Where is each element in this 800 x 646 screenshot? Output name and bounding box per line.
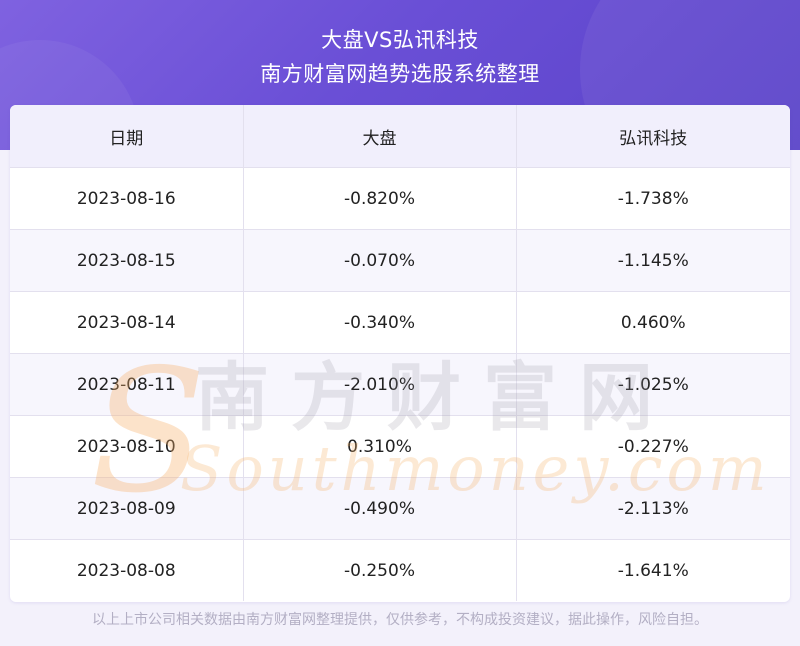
cell-date: 2023-08-09 bbox=[10, 477, 244, 540]
footer-disclaimer: 以上上市公司相关数据由南方财富网整理提供，仅供参考，不构成投资建议，据此操作，风… bbox=[92, 612, 708, 628]
chart-subtitle: 南方财富网趋势选股系统整理 bbox=[260, 62, 540, 86]
cell-date: 2023-08-08 bbox=[10, 539, 244, 601]
cell-date: 2023-08-16 bbox=[10, 167, 244, 230]
cell-date: 2023-08-10 bbox=[10, 415, 244, 478]
cell-stock: -1.641% bbox=[617, 560, 689, 581]
cell-market: -0.820% bbox=[243, 167, 517, 230]
cell-date: 2023-08-14 bbox=[10, 291, 244, 354]
cell-market: -0.070% bbox=[243, 229, 517, 292]
table-row: 2023-08-11 -2.010% -1.025% bbox=[10, 353, 790, 416]
cell-stock: -1.738% bbox=[516, 167, 790, 230]
table-card: 日期 大盘 弘讯科技 2023-08-16 -0.820% -1.738% 2023-… bbox=[10, 105, 790, 602]
table-header-row: 日期 大盘 弘讯科技 bbox=[10, 105, 790, 168]
cell-stock: -2.113% bbox=[516, 477, 790, 540]
table-row: 2023-08-14 -0.340% 0.460% bbox=[10, 291, 790, 354]
table-row: 2023-08-16 -0.820% -1.738% bbox=[10, 167, 790, 230]
header-date: 日期 bbox=[10, 105, 244, 168]
cell-stock: -0.227% bbox=[516, 415, 790, 478]
cell-market: -0.490% bbox=[243, 477, 517, 540]
cell-market: -2.010% bbox=[243, 353, 517, 416]
cell-market: 0.310% bbox=[243, 415, 517, 478]
cell-stock: -1.145% bbox=[516, 229, 790, 292]
table-row: 2023-08-09 -0.490% -2.113% bbox=[10, 477, 790, 540]
table-row: 2023-08-08 -0.250% -1.641% bbox=[10, 539, 790, 601]
header-banner: 大盘VS弘讯科技 南方财富网趋势选股系统整理 bbox=[0, 0, 800, 150]
table-row: 2023-08-10 0.310% -0.227% bbox=[10, 415, 790, 478]
cell-market: -0.340% bbox=[243, 291, 517, 354]
cell-stock: 0.460% bbox=[516, 291, 790, 354]
header-stock: 弘讯科技 bbox=[516, 105, 790, 168]
cell-market: -0.250% bbox=[243, 539, 517, 601]
cell-stock: -1.025% bbox=[516, 353, 790, 416]
header-market: 大盘 bbox=[243, 105, 517, 168]
cell-date: 2023-08-15 bbox=[10, 229, 244, 292]
cell-date: 2023-08-11 bbox=[10, 353, 244, 416]
comparison-table: 日期 大盘 弘讯科技 2023-08-16 -0.820% -1.738% 2023-… bbox=[10, 105, 790, 601]
table-row: 2023-08-15 -0.070% -1.145% bbox=[10, 229, 790, 292]
chart-title: 大盘VS弘讯科技 bbox=[321, 28, 479, 52]
